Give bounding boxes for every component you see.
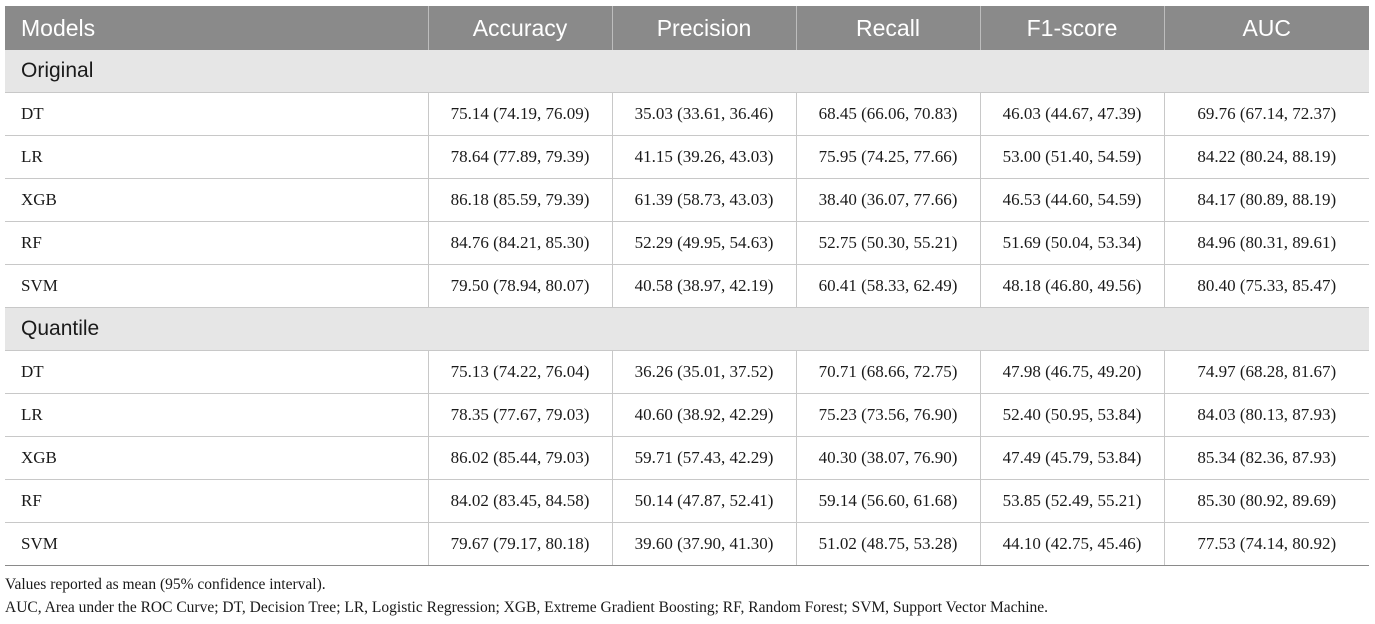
metric-cell: 50.14 (47.87, 52.41) <box>612 479 797 523</box>
metric-cell: 68.45 (66.06, 70.83) <box>796 92 981 136</box>
metric-cell: 79.50 (78.94, 80.07) <box>428 264 613 308</box>
metric-cell: 70.71 (68.66, 72.75) <box>796 350 981 394</box>
model-name-cell: XGB <box>5 436 429 480</box>
header-row: Models Accuracy Precision Recall F1-scor… <box>5 6 1369 50</box>
metric-cell: 47.49 (45.79, 53.84) <box>980 436 1165 480</box>
metric-cell: 75.13 (74.22, 76.04) <box>428 350 613 394</box>
table-row: SVM 79.67 (79.17, 80.18) 39.60 (37.90, 41.… <box>5 522 1369 566</box>
metric-cell: 75.23 (73.56, 76.90) <box>796 393 981 437</box>
header-auc: AUC <box>1164 6 1369 50</box>
metric-cell: 48.18 (46.80, 49.56) <box>980 264 1165 308</box>
model-name-cell: RF <box>5 221 429 265</box>
header-f1-score: F1-score <box>980 6 1165 50</box>
metric-cell: 40.60 (38.92, 42.29) <box>612 393 797 437</box>
metric-cell: 61.39 (58.73, 43.03) <box>612 178 797 222</box>
table-notes: Values reported as mean (95% confidence … <box>5 573 1048 619</box>
metric-cell: 47.98 (46.75, 49.20) <box>980 350 1165 394</box>
metric-cell: 84.96 (80.31, 89.61) <box>1164 221 1369 265</box>
metric-cell: 53.00 (51.40, 54.59) <box>980 135 1165 179</box>
header-models: Models <box>5 6 429 50</box>
metric-cell: 40.58 (38.97, 42.19) <box>612 264 797 308</box>
table-row: LR 78.35 (77.67, 79.03) 40.60 (38.92, 42.2… <box>5 393 1369 437</box>
metric-cell: 84.76 (84.21, 85.30) <box>428 221 613 265</box>
model-name-cell: SVM <box>5 522 429 566</box>
group-row-original: Original <box>5 50 1369 93</box>
metric-cell: 39.60 (37.90, 41.30) <box>612 522 797 566</box>
metric-cell: 75.95 (74.25, 77.66) <box>796 135 981 179</box>
metric-cell: 51.02 (48.75, 53.28) <box>796 522 981 566</box>
metric-cell: 86.02 (85.44, 79.03) <box>428 436 613 480</box>
header-accuracy: Accuracy <box>428 6 613 50</box>
note-values: Values reported as mean (95% confidence … <box>5 576 326 593</box>
metric-cell: 74.97 (68.28, 81.67) <box>1164 350 1369 394</box>
metric-cell: 79.67 (79.17, 80.18) <box>428 522 613 566</box>
results-table: Models Accuracy Precision Recall F1-scor… <box>5 6 1369 566</box>
model-name-cell: LR <box>5 393 429 437</box>
table-row: SVM 79.50 (78.94, 80.07) 40.58 (38.97, 42.… <box>5 264 1369 308</box>
metric-cell: 35.03 (33.61, 36.46) <box>612 92 797 136</box>
table-header: Models Accuracy Precision Recall F1-scor… <box>5 6 1369 50</box>
metric-cell: 84.03 (80.13, 87.93) <box>1164 393 1369 437</box>
note-abbreviations: AUC, Area under the ROC Curve; DT, Decis… <box>5 599 1049 616</box>
model-name-cell: SVM <box>5 264 429 308</box>
model-name-cell: DT <box>5 92 429 136</box>
table-row: DT 75.13 (74.22, 76.04) 36.26 (35.01, 37.5… <box>5 350 1369 394</box>
header-precision: Precision <box>612 6 797 50</box>
metric-cell: 52.29 (49.95, 54.63) <box>612 221 797 265</box>
metric-cell: 77.53 (74.14, 80.92) <box>1164 522 1369 566</box>
table-row: RF 84.02 (83.45, 84.58) 50.14 (47.87, 52.4… <box>5 479 1369 523</box>
metric-cell: 36.26 (35.01, 37.52) <box>612 350 797 394</box>
metric-cell: 59.71 (57.43, 42.29) <box>612 436 797 480</box>
metric-cell: 80.40 (75.33, 85.47) <box>1164 264 1369 308</box>
metric-cell: 46.53 (44.60, 54.59) <box>980 178 1165 222</box>
metric-cell: 78.35 (77.67, 79.03) <box>428 393 613 437</box>
metric-cell: 51.69 (50.04, 53.34) <box>980 221 1165 265</box>
metric-cell: 85.30 (80.92, 89.69) <box>1164 479 1369 523</box>
group-row-quantile: Quantile <box>5 307 1369 351</box>
metric-cell: 46.03 (44.67, 47.39) <box>980 92 1165 136</box>
table-row: LR 78.64 (77.89, 79.39) 41.15 (39.26, 43.0… <box>5 135 1369 179</box>
metric-cell: 85.34 (82.36, 87.93) <box>1164 436 1369 480</box>
metric-cell: 40.30 (38.07, 76.90) <box>796 436 981 480</box>
metric-cell: 84.22 (80.24, 88.19) <box>1164 135 1369 179</box>
metric-cell: 78.64 (77.89, 79.39) <box>428 135 613 179</box>
table-row: DT 75.14 (74.19, 76.09) 35.03 (33.61, 36.4… <box>5 92 1369 136</box>
metric-cell: 86.18 (85.59, 79.39) <box>428 178 613 222</box>
model-name-cell: RF <box>5 479 429 523</box>
model-name-cell: XGB <box>5 178 429 222</box>
metric-cell: 69.76 (67.14, 72.37) <box>1164 92 1369 136</box>
metric-cell: 53.85 (52.49, 55.21) <box>980 479 1165 523</box>
table-body: Original DT 75.14 (74.19, 76.09) 35.03 (33.… <box>5 50 1369 566</box>
table-row: XGB 86.18 (85.59, 79.39) 61.39 (58.73, 43.… <box>5 178 1369 222</box>
group-label: Quantile <box>5 307 1369 351</box>
metric-cell: 52.75 (50.30, 55.21) <box>796 221 981 265</box>
model-name-cell: LR <box>5 135 429 179</box>
table-row: RF 84.76 (84.21, 85.30) 52.29 (49.95, 54.6… <box>5 221 1369 265</box>
header-recall: Recall <box>796 6 981 50</box>
table-row: XGB 86.02 (85.44, 79.03) 59.71 (57.43, 42.… <box>5 436 1369 480</box>
metric-cell: 44.10 (42.75, 45.46) <box>980 522 1165 566</box>
metric-cell: 84.02 (83.45, 84.58) <box>428 479 613 523</box>
metric-cell: 75.14 (74.19, 76.09) <box>428 92 613 136</box>
metric-cell: 41.15 (39.26, 43.03) <box>612 135 797 179</box>
model-name-cell: DT <box>5 350 429 394</box>
metric-cell: 59.14 (56.60, 61.68) <box>796 479 981 523</box>
metric-cell: 84.17 (80.89, 88.19) <box>1164 178 1369 222</box>
group-label: Original <box>5 50 1369 93</box>
metric-cell: 60.41 (58.33, 62.49) <box>796 264 981 308</box>
metric-cell: 38.40 (36.07, 77.66) <box>796 178 981 222</box>
metric-cell: 52.40 (50.95, 53.84) <box>980 393 1165 437</box>
